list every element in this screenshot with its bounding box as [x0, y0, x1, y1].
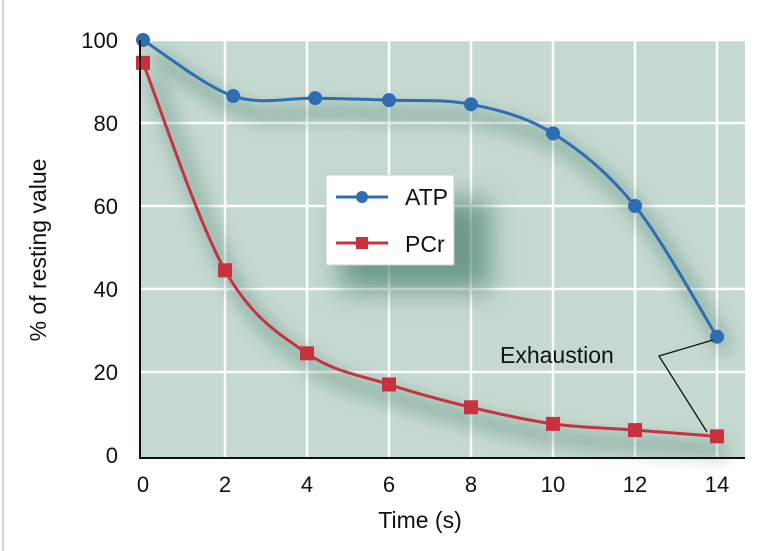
x-tick-label: 10 — [541, 472, 565, 497]
y-tick-label: 20 — [94, 360, 118, 385]
data-point-pcr — [546, 416, 560, 431]
x-tick-label: 14 — [705, 472, 729, 497]
y-tick-label: 100 — [81, 28, 118, 53]
x-tick-label: 2 — [219, 472, 231, 497]
data-point-atp — [628, 199, 642, 213]
legend-pcr-marker — [356, 237, 368, 249]
y-axis-title: % of resting value — [25, 159, 51, 342]
data-point-pcr — [218, 263, 232, 278]
data-point-pcr — [382, 377, 396, 392]
exhaustion-annotation: Exhaustion — [500, 339, 714, 433]
series-line-pcr — [141, 62, 718, 438]
exhaustion-label: Exhaustion — [500, 342, 614, 368]
data-point-pcr — [710, 429, 724, 444]
data-point-atp — [308, 91, 323, 106]
series-group — [136, 33, 724, 444]
y-tick-label: 60 — [94, 194, 118, 219]
data-point-atp — [710, 329, 724, 344]
legend-pcr-label: PCr — [405, 231, 445, 257]
x-tick-labels: 0 2 4 6 8 10 12 14 — [137, 472, 729, 497]
data-point-atp — [382, 93, 396, 108]
data-point-pcr — [300, 346, 314, 361]
legend-box — [325, 174, 455, 266]
x-tick-label: 8 — [465, 472, 477, 497]
x-tick-label: 6 — [383, 472, 395, 497]
data-point-pcr — [136, 55, 150, 70]
y-tick-labels: 0 20 40 60 80 100 — [81, 28, 118, 468]
y-tick-label: 80 — [94, 111, 118, 136]
x-tick-label: 0 — [137, 472, 149, 497]
legend-atp-label: ATP — [405, 184, 448, 210]
data-point-atp — [226, 89, 241, 104]
data-point-pcr — [628, 423, 642, 438]
data-point-atp — [546, 126, 560, 141]
data-point-pcr — [464, 400, 478, 415]
legend-atp-marker — [356, 191, 368, 203]
y-tick-label: 0 — [106, 443, 118, 468]
exhaustion-pointer-lines — [657, 339, 714, 433]
data-point-atp — [136, 33, 150, 47]
legend: ATP PCr — [325, 174, 490, 290]
x-axis-title: Time (s) — [378, 507, 461, 533]
x-tick-label: 4 — [301, 472, 313, 497]
x-tick-label: 12 — [623, 472, 647, 497]
data-point-atp — [464, 97, 478, 112]
y-tick-label: 40 — [94, 277, 118, 302]
